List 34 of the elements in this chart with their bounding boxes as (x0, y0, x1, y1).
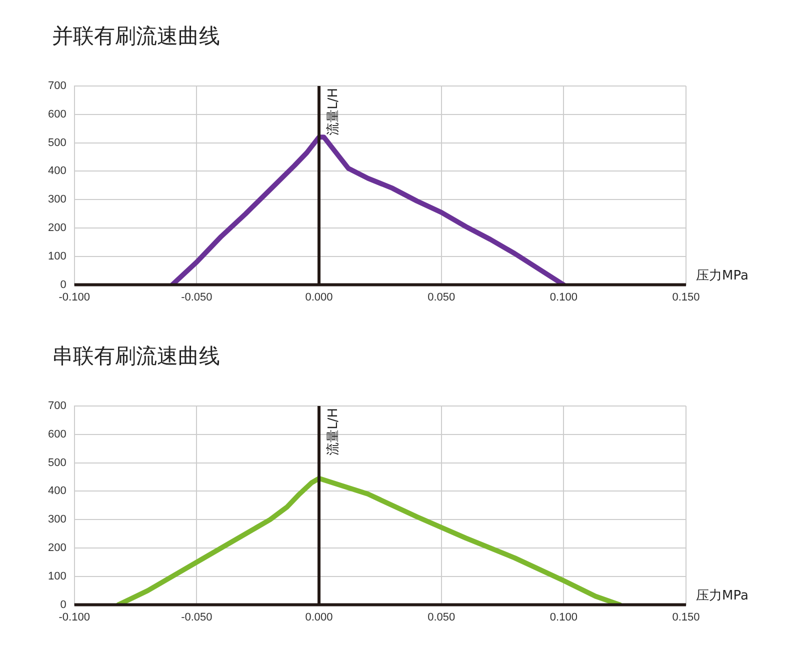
x-tick-label: -0.050 (181, 291, 212, 304)
y-tick-label: 600 (48, 108, 66, 120)
y-tick-label: 500 (48, 136, 66, 149)
chart-title: 并联有刷流速曲线 (52, 23, 220, 50)
x-tick-label: 0.000 (305, 291, 333, 304)
y-axis-title: 流量L/H (324, 408, 341, 456)
x-tick-label: 0.050 (428, 611, 456, 624)
y-tick-label: 0 (60, 278, 66, 291)
y-tick-label: 700 (48, 400, 66, 412)
y-tick-label: 200 (48, 222, 66, 234)
x-tick-label: 0.050 (428, 291, 456, 304)
x-tick-label: 0.150 (672, 291, 700, 304)
y-tick-label: 300 (48, 514, 66, 526)
y-tick-label: 400 (48, 485, 66, 498)
y-tick-label: 0 (60, 598, 66, 611)
chart-title: 串联有刷流速曲线 (52, 343, 220, 370)
x-axis-title: 压力MPa (696, 268, 748, 284)
y-tick-label: 600 (48, 428, 66, 440)
x-tick-label: 0.000 (305, 611, 333, 624)
x-tick-label: 0.150 (672, 611, 700, 624)
y-tick-label: 100 (48, 250, 66, 262)
y-tick-label: 700 (48, 80, 66, 92)
x-tick-label: -0.050 (181, 611, 212, 624)
y-tick-label: 300 (48, 194, 66, 206)
y-tick-label: 400 (48, 165, 66, 178)
x-tick-label: -0.100 (58, 611, 90, 624)
x-tick-label: -0.100 (58, 291, 90, 304)
x-tick-label: 0.100 (550, 291, 578, 304)
y-tick-label: 200 (48, 542, 66, 554)
x-axis-title: 压力MPa (696, 588, 748, 604)
y-axis-title: 流量L/H (324, 88, 341, 136)
y-tick-label: 100 (48, 570, 66, 582)
y-tick-label: 500 (48, 456, 66, 469)
x-tick-label: 0.100 (550, 611, 578, 624)
